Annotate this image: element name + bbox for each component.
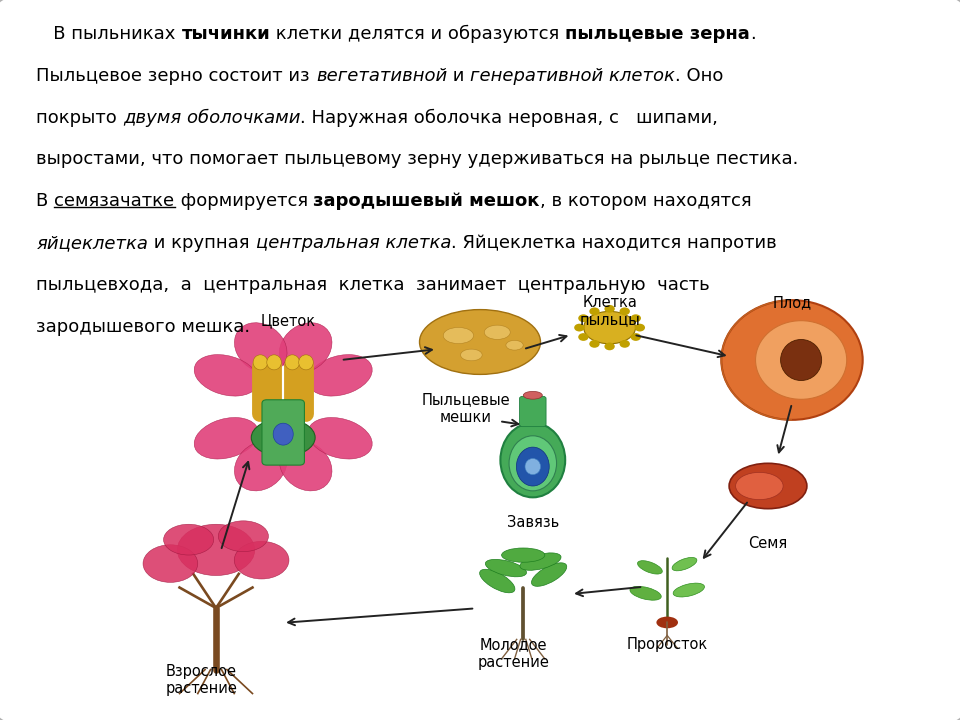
Ellipse shape: [673, 583, 705, 597]
Ellipse shape: [218, 521, 269, 552]
Ellipse shape: [523, 392, 542, 399]
Ellipse shape: [672, 557, 697, 571]
Text: .: .: [750, 25, 756, 43]
Ellipse shape: [308, 355, 372, 396]
Text: Плод: Плод: [773, 295, 811, 310]
Text: двумя оболочками: двумя оболочками: [123, 109, 300, 127]
Ellipse shape: [461, 349, 482, 361]
FancyBboxPatch shape: [519, 396, 546, 426]
Text: центральная клетка: центральная клетка: [255, 234, 451, 252]
Ellipse shape: [756, 320, 847, 400]
Text: В: В: [36, 192, 55, 210]
Ellipse shape: [501, 548, 545, 562]
Ellipse shape: [506, 341, 523, 350]
Ellipse shape: [194, 418, 258, 459]
Text: вегетативной: вегетативной: [316, 67, 447, 85]
Ellipse shape: [509, 436, 557, 491]
Ellipse shape: [308, 418, 372, 459]
Ellipse shape: [584, 311, 636, 343]
Ellipse shape: [253, 355, 268, 370]
Ellipse shape: [480, 570, 515, 593]
Ellipse shape: [532, 563, 566, 586]
Circle shape: [619, 307, 630, 315]
Text: Проросток: Проросток: [627, 637, 708, 652]
Circle shape: [589, 340, 600, 348]
Ellipse shape: [735, 472, 783, 500]
Ellipse shape: [163, 524, 214, 555]
Ellipse shape: [630, 586, 661, 600]
Ellipse shape: [279, 323, 332, 373]
Text: пыльцевхода,  а  центральная  клетка  занимает  центральную  часть: пыльцевхода, а центральная клетка занима…: [36, 276, 710, 294]
Text: и: и: [447, 67, 470, 85]
Text: Завязь: Завязь: [507, 515, 559, 530]
Ellipse shape: [444, 328, 473, 343]
Text: . Оно: . Оно: [675, 67, 724, 85]
Text: генеративной клеток: генеративной клеток: [470, 67, 675, 85]
Text: семязачатке: семязачатке: [55, 192, 175, 210]
Text: зародышевый мешок: зародышевый мешок: [314, 192, 540, 210]
Text: пыльцевые зерна: пыльцевые зерна: [565, 25, 750, 43]
Ellipse shape: [267, 355, 281, 370]
Text: Пыльцевое зерно состоит из: Пыльцевое зерно состоит из: [36, 67, 316, 85]
Ellipse shape: [729, 464, 806, 508]
Text: В пыльниках: В пыльниках: [36, 25, 181, 43]
Ellipse shape: [234, 323, 287, 373]
Circle shape: [578, 315, 588, 322]
Ellipse shape: [721, 300, 863, 420]
Text: . Наружная оболочка неровная, с   шипами,: . Наружная оболочка неровная, с шипами,: [300, 109, 718, 127]
Text: Клетка
пыльцы: Клетка пыльцы: [579, 295, 640, 328]
Circle shape: [635, 324, 645, 331]
Ellipse shape: [516, 447, 549, 486]
Text: и крупная: и крупная: [149, 234, 255, 252]
Ellipse shape: [143, 545, 198, 582]
Ellipse shape: [500, 423, 565, 498]
Circle shape: [631, 333, 641, 341]
Text: покрыто: покрыто: [36, 109, 123, 127]
Text: Взрослое
растение: Взрослое растение: [166, 664, 237, 696]
Ellipse shape: [520, 553, 561, 570]
Text: Цветок: Цветок: [260, 313, 316, 328]
Text: выростами, что помогает пыльцевому зерну удерживаться на рыльце пестика.: выростами, что помогает пыльцевому зерну…: [36, 150, 799, 168]
FancyBboxPatch shape: [262, 400, 304, 465]
Circle shape: [631, 315, 641, 322]
Text: формируется: формируется: [175, 192, 314, 210]
Text: Семя: Семя: [749, 536, 787, 552]
Circle shape: [605, 343, 614, 350]
Text: яйцеклетка: яйцеклетка: [36, 234, 149, 252]
Text: клетки делятся и образуются: клетки делятся и образуются: [271, 25, 565, 43]
Text: , в котором находятся: , в котором находятся: [540, 192, 752, 210]
Ellipse shape: [485, 325, 511, 339]
Text: Молодое
растение: Молодое растение: [478, 637, 549, 670]
Text: тычинки: тычинки: [181, 25, 271, 43]
Ellipse shape: [299, 355, 313, 370]
Circle shape: [578, 333, 588, 341]
Ellipse shape: [252, 419, 315, 456]
Ellipse shape: [780, 340, 822, 380]
Ellipse shape: [178, 524, 254, 575]
Ellipse shape: [194, 355, 258, 396]
Ellipse shape: [486, 559, 526, 577]
Ellipse shape: [234, 541, 289, 579]
Circle shape: [605, 305, 614, 312]
Text: зародышевого мешка.: зародышевого мешка.: [36, 318, 251, 336]
Circle shape: [574, 324, 585, 331]
Text: Пыльцевые
мешки: Пыльцевые мешки: [421, 392, 510, 425]
Ellipse shape: [525, 459, 540, 474]
Ellipse shape: [420, 310, 540, 374]
Ellipse shape: [657, 616, 678, 629]
Ellipse shape: [234, 441, 287, 491]
Circle shape: [589, 307, 600, 315]
Ellipse shape: [279, 441, 332, 491]
Ellipse shape: [285, 355, 300, 370]
Circle shape: [619, 340, 630, 348]
Text: . Яйцеклетка находится напротив: . Яйцеклетка находится напротив: [451, 234, 777, 252]
Ellipse shape: [637, 561, 662, 574]
Ellipse shape: [274, 423, 293, 445]
